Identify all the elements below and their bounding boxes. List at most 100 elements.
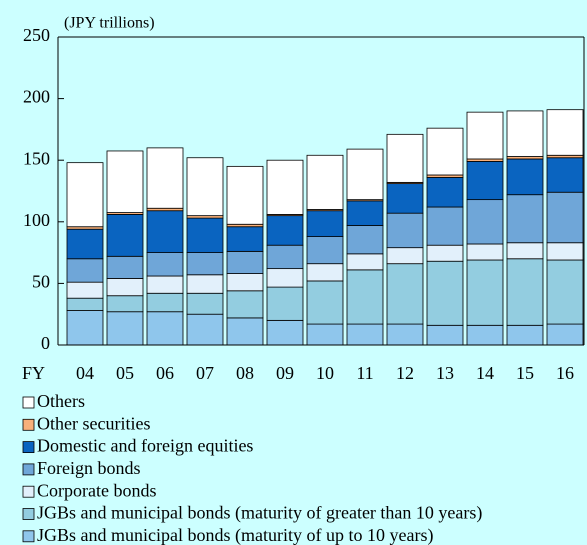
bar-segment [146, 311, 184, 346]
bar-segment [466, 243, 504, 261]
bar-segment [346, 200, 384, 226]
bar-segment [466, 199, 504, 245]
x-tick-label: 05 [116, 363, 134, 383]
bar-segment [226, 165, 264, 225]
legend-swatch [22, 418, 35, 431]
bar-segment [106, 214, 144, 257]
bar-segment [386, 323, 424, 346]
y-tick-label: 150 [23, 148, 50, 168]
bar-segment [506, 110, 544, 157]
y-tick-label: 200 [23, 87, 50, 107]
bar-segment [266, 244, 304, 270]
bar-segment [186, 157, 224, 217]
bar-segment [346, 323, 384, 346]
bar-segment [226, 317, 264, 346]
bar-segment [426, 177, 464, 208]
legend-label: Domestic and foreign equities [37, 436, 253, 456]
x-tick-label: 06 [156, 363, 174, 383]
legend-swatch [22, 463, 35, 476]
bar-segment [386, 212, 424, 249]
bar-segment [106, 295, 144, 313]
bar-segment [426, 244, 464, 262]
y-tick-label: 100 [23, 210, 50, 230]
legend-swatch [22, 508, 35, 520]
bar-segment [546, 191, 584, 244]
bar-segment [426, 206, 464, 246]
legend-label: Others [37, 391, 85, 411]
bar-segment [346, 253, 384, 271]
bar-segment [146, 147, 184, 209]
legend-label: Other securities [37, 413, 150, 433]
y-axis-label: (JPY trillions) [64, 15, 155, 32]
bar-segment [186, 252, 224, 276]
bar-segment [466, 259, 504, 326]
bar-segment [106, 255, 144, 279]
legend-swatch [22, 396, 35, 409]
legend-label: JGBs and municipal bonds (maturity of gr… [37, 503, 482, 524]
bar-segment [466, 111, 504, 160]
bar-segment [66, 297, 104, 311]
bar-segment [466, 161, 504, 201]
bar-segment [426, 260, 464, 326]
bar-segment [66, 310, 104, 346]
bar-segment [266, 319, 304, 346]
bar-segment [306, 280, 344, 325]
bar-segment [146, 275, 184, 294]
x-tick-label: 16 [556, 363, 574, 383]
bar-segment [226, 226, 264, 252]
bar-segment [306, 263, 344, 282]
x-tick-label: 04 [76, 363, 94, 383]
bar-segment [186, 292, 224, 315]
bar-segment [266, 268, 304, 288]
bar-segment [106, 278, 144, 297]
legend-swatch [22, 441, 35, 454]
bar-segment [66, 228, 104, 260]
bar-segment [226, 290, 264, 319]
bar-segment [546, 109, 584, 156]
legend-label: Foreign bonds [37, 458, 141, 478]
x-tick-label: 10 [316, 363, 334, 383]
y-tick-label: 250 [23, 25, 50, 45]
bar-segment [466, 324, 504, 346]
bar-segment [66, 258, 104, 283]
y-tick-label: 50 [32, 272, 50, 292]
bar-segment [146, 210, 184, 254]
bar-segment [386, 183, 424, 214]
bar-segment [226, 250, 264, 274]
bar-segment [306, 210, 344, 237]
bar-segment [346, 269, 384, 325]
bar-segment [186, 313, 224, 346]
bar-segment [266, 286, 304, 321]
bar-segment [346, 225, 384, 255]
bar-segment [306, 236, 344, 265]
bar-segment [506, 194, 544, 244]
bar-segment [546, 323, 584, 346]
bar-segment [146, 252, 184, 277]
legend-label: Corporate bonds [37, 480, 156, 500]
bar-segment [66, 162, 104, 228]
x-tick-label: 15 [516, 363, 534, 383]
bar-segment [426, 127, 464, 176]
bar-segment [426, 324, 464, 346]
x-tick-label: 07 [196, 363, 214, 383]
bar-segment [546, 242, 584, 261]
legend-swatch [22, 485, 35, 498]
bar-segment [186, 217, 224, 254]
bar-segment [346, 148, 384, 201]
x-tick-label: 13 [436, 363, 454, 383]
bar-segment [146, 292, 184, 313]
bar-segment [306, 323, 344, 346]
x-tick-label: 11 [356, 363, 373, 383]
bar-segment [386, 133, 424, 183]
bar-segment [306, 154, 344, 210]
x-tick-label: 14 [476, 363, 494, 383]
bar-segment [386, 263, 424, 325]
bar-segment [386, 247, 424, 265]
bar-segment [546, 157, 584, 193]
legend-swatch [22, 530, 35, 543]
bar-segment [266, 215, 304, 246]
x-tick-label: 08 [236, 363, 254, 383]
bar-segment [66, 281, 104, 299]
bar-segment [266, 159, 304, 215]
